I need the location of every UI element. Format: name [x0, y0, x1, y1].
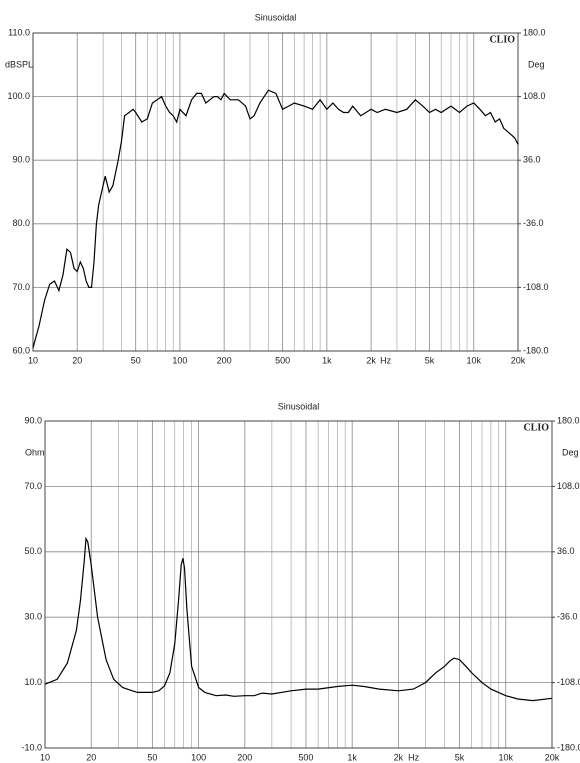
y-tick-label: 80.0 [12, 218, 30, 228]
x-tick-label: 500 [275, 355, 290, 365]
x-tick-label: 10k [467, 355, 482, 365]
chart-title: Sinusoidal [278, 401, 320, 411]
y-axis-label: Ohm [25, 447, 45, 457]
x-tick-label: 1k [322, 355, 332, 365]
y-tick-label: 60.0 [12, 345, 30, 355]
y2-tick-label: -180.0 [523, 345, 549, 355]
y2-tick-label: 36.0 [523, 155, 541, 165]
plot-frame [32, 32, 519, 352]
x-tick-label: 20k [511, 355, 526, 365]
x-tick-label: 10 [28, 355, 38, 365]
x-tick-label: 2k [394, 752, 404, 762]
x-axis-label: Hz [380, 355, 391, 365]
chart-title: Sinusoidal [255, 12, 297, 22]
y2-tick-label: -180.0 [557, 742, 580, 752]
x-tick-label: 5k [455, 752, 465, 762]
response-line [32, 89, 519, 348]
x-tick-label: 1k [347, 752, 357, 762]
x-tick-label: 100 [191, 752, 206, 762]
y2-tick-label: 180.0 [557, 415, 580, 425]
x-tick-label: 50 [131, 355, 141, 365]
x-tick-label: 500 [298, 752, 313, 762]
y2-tick-label: 180.0 [523, 27, 546, 37]
x-tick-label: 200 [237, 752, 252, 762]
x-tick-label: 10 [40, 752, 50, 762]
y-tick-label: 50.0 [24, 546, 42, 556]
response-line [44, 536, 553, 702]
plot-frame [44, 420, 553, 749]
y-tick-label: 70.0 [24, 481, 42, 491]
y-tick-label: 90.0 [24, 415, 42, 425]
x-tick-label: 20 [72, 355, 82, 365]
x-tick-label: 20 [86, 752, 96, 762]
clio-logo: CLIO [523, 422, 549, 433]
y2-tick-label: -108.0 [557, 677, 580, 687]
y2-axis-label: Deg [528, 59, 545, 69]
x-tick-label: 5k [425, 355, 435, 365]
x-tick-label: 20k [545, 752, 560, 762]
y-tick-label: -10.0 [21, 742, 42, 752]
x-axis-label: Hz [408, 752, 419, 762]
y2-tick-label: -108.0 [523, 282, 549, 292]
y-tick-label: 70.0 [12, 282, 30, 292]
y-tick-label: 110.0 [8, 27, 30, 37]
x-tick-label: 2k [366, 355, 376, 365]
y2-tick-label: 108.0 [523, 91, 546, 101]
x-tick-label: 50 [147, 752, 157, 762]
y2-tick-label: -36.0 [523, 218, 544, 228]
y-tick-label: 10.0 [24, 677, 42, 687]
y-tick-label: 90.0 [12, 155, 30, 165]
x-tick-label: 200 [217, 355, 232, 365]
y2-axis-label: Deg [562, 447, 579, 457]
x-tick-label: 100 [172, 355, 187, 365]
x-tick-label: 10k [499, 752, 514, 762]
y-axis-label: dBSPL [5, 59, 33, 69]
y2-tick-label: 108.0 [557, 481, 580, 491]
y2-tick-label: 36.0 [557, 546, 575, 556]
y2-tick-label: -36.0 [557, 612, 578, 622]
y-tick-label: 100.0 [7, 91, 30, 101]
clio-logo: CLIO [489, 34, 515, 45]
y-tick-label: 30.0 [24, 612, 42, 622]
